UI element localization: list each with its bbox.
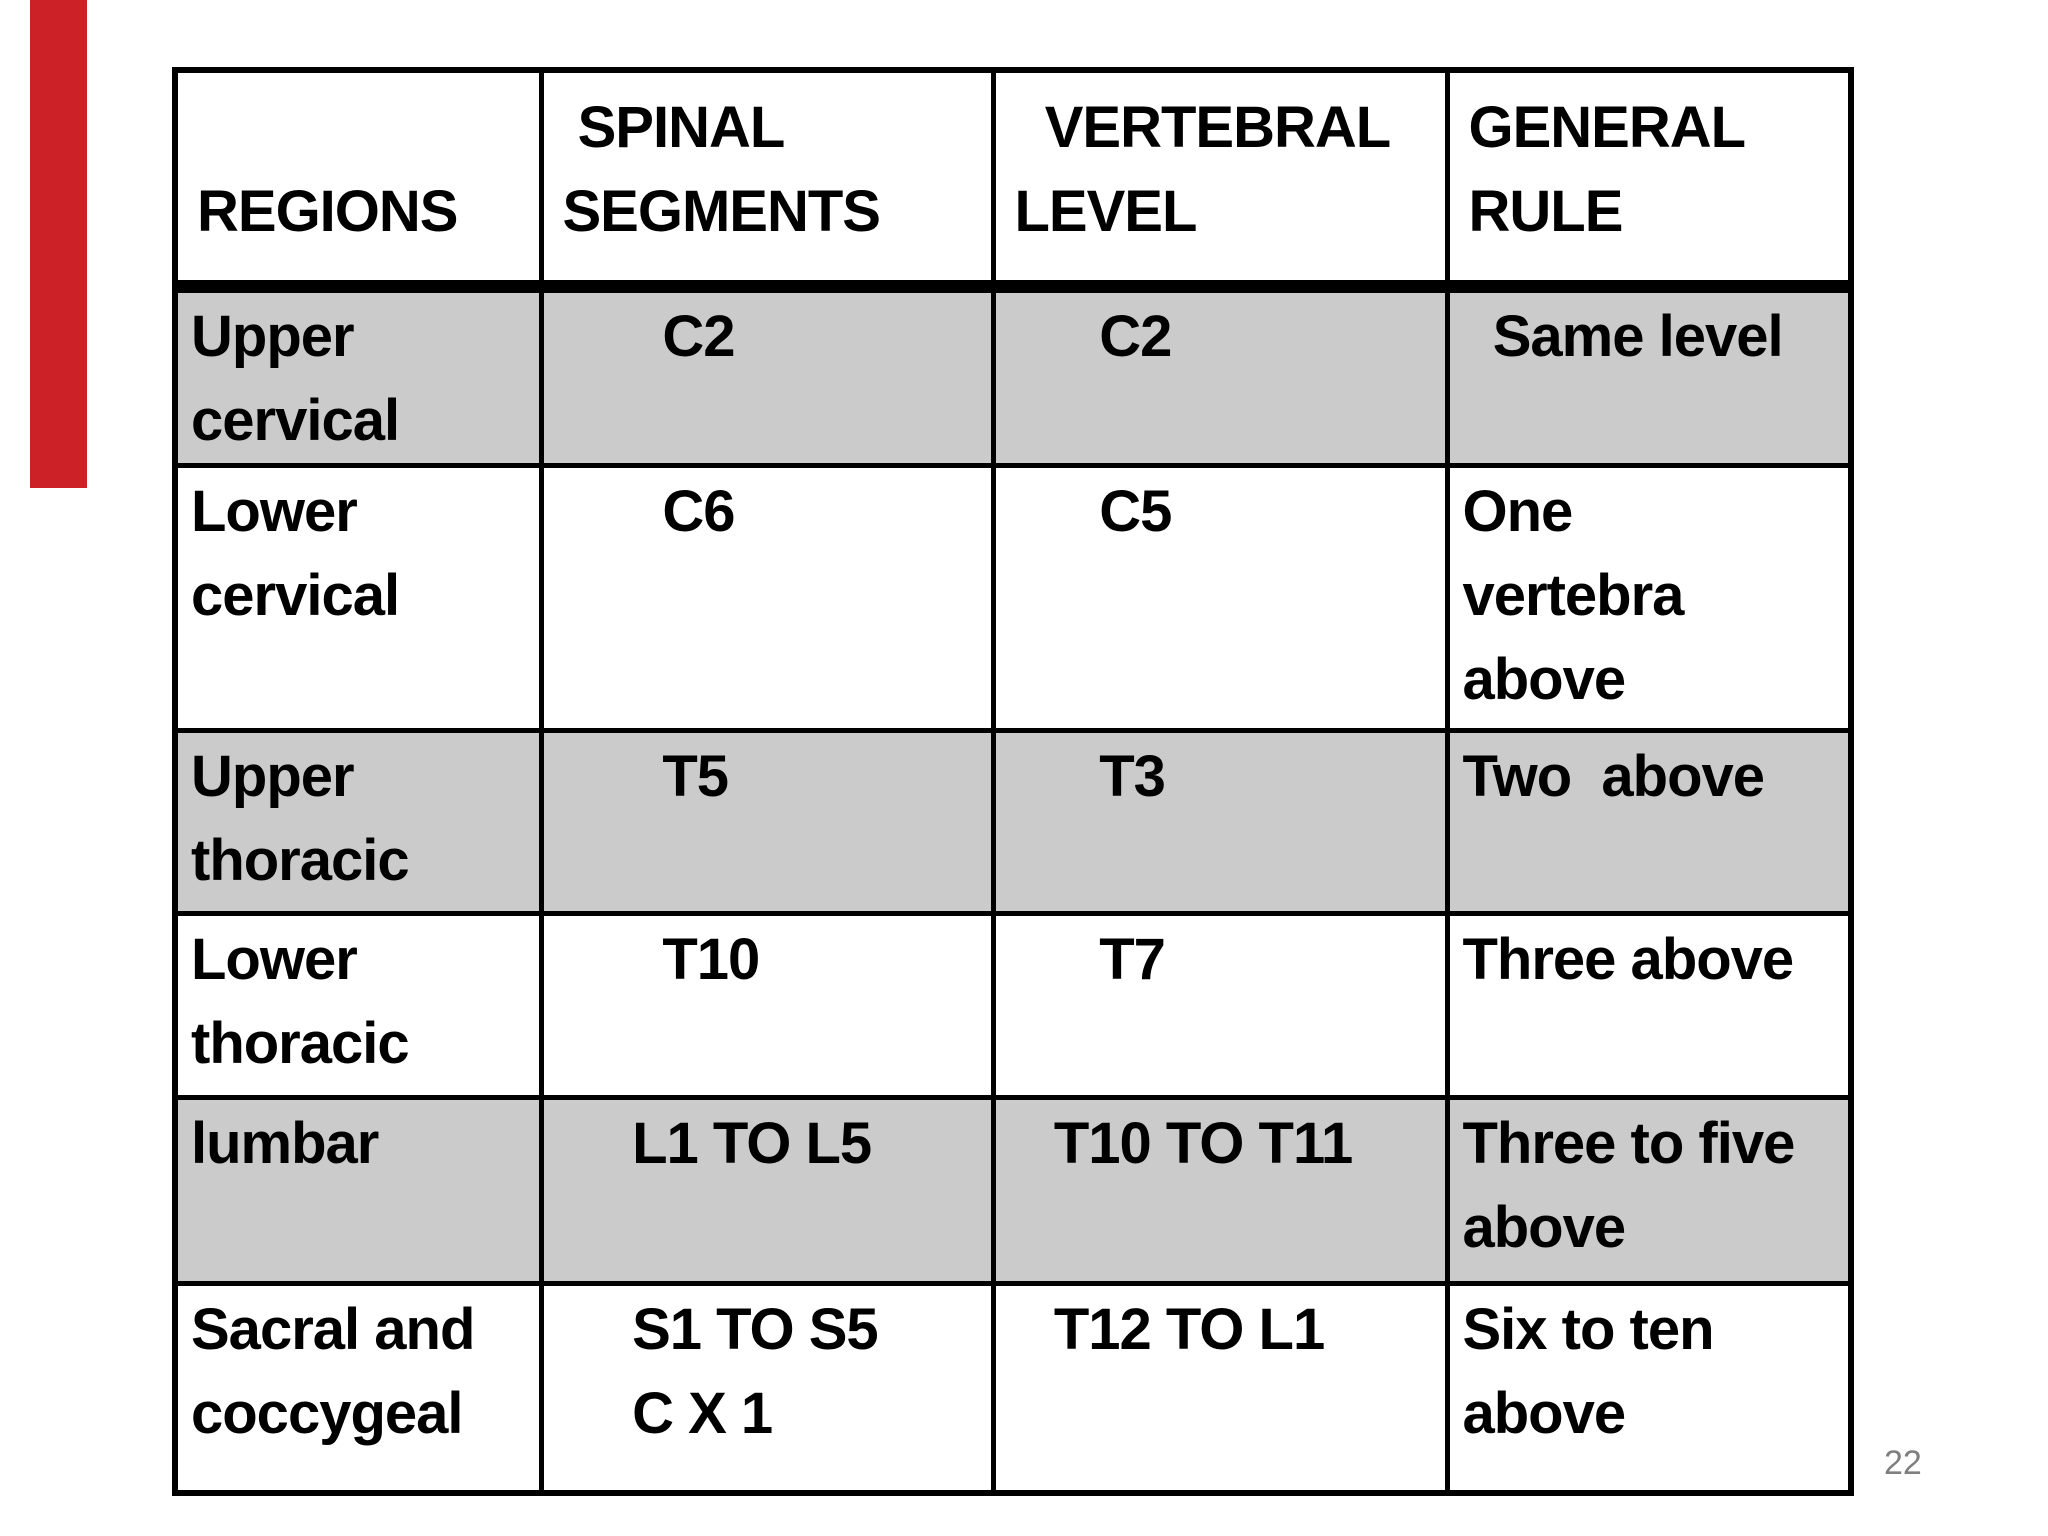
row-sacral-coccygeal: Sacral and coccygeal S1 TO S5 C X 1 T12 … [172, 1280, 1854, 1496]
row-upper-thoracic: Upper thoracic T5 T3 Two above [172, 727, 1854, 916]
cell-region: Lower thoracic [172, 910, 544, 1100]
cell-region: Upper thoracic [172, 727, 544, 916]
cell-segment: T10 [538, 910, 996, 1100]
header-vertebral-level: VERTEBRAL LEVEL [990, 67, 1450, 293]
cell-level: T7 [990, 910, 1450, 1100]
row-lower-thoracic: Lower thoracic T10 T7 Three above [172, 910, 1854, 1100]
cell-rule: Three above [1444, 910, 1854, 1100]
cell-level: T10 TO T11 [990, 1094, 1450, 1286]
cell-segment: S1 TO S5 C X 1 [538, 1280, 996, 1496]
cell-segment: L1 TO L5 [538, 1094, 996, 1286]
cell-segment: C2 [538, 283, 996, 468]
header-general-rule: GENERAL RULE [1444, 67, 1854, 293]
page-number: 22 [1884, 1444, 1922, 1482]
cell-region: Sacral and coccygeal [172, 1280, 544, 1496]
cell-rule: Three to five above [1444, 1094, 1854, 1286]
cell-rule: One vertebra above [1444, 462, 1854, 733]
cell-region: Lower cervical [172, 462, 544, 733]
cell-region: Upper cervical [172, 283, 544, 468]
cell-rule: Two above [1444, 727, 1854, 916]
cell-level: T3 [990, 727, 1450, 916]
cell-region: lumbar [172, 1094, 544, 1286]
header-spinal-segments: SPINAL SEGMENTS [538, 67, 996, 293]
cell-level: C5 [990, 462, 1450, 733]
cell-segment: T5 [538, 727, 996, 916]
header-regions: REGIONS [172, 67, 544, 293]
row-lower-cervical: Lower cervical C6 C5 One vertebra above [172, 462, 1854, 733]
cell-rule: Same level [1444, 283, 1854, 468]
row-lumbar: lumbar L1 TO L5 T10 TO T11 Three to five… [172, 1094, 1854, 1286]
cell-level: C2 [990, 283, 1450, 468]
table-header-row: REGIONS SPINAL SEGMENTS VERTEBRAL LEVEL … [172, 67, 1854, 293]
row-upper-cervical: Upper cervical C2 C2 Same level [172, 283, 1854, 468]
cell-rule: Six to ten above [1444, 1280, 1854, 1496]
cell-segment: C6 [538, 462, 996, 733]
red-accent-bar [30, 0, 87, 488]
spinal-segments-table: REGIONS SPINAL SEGMENTS VERTEBRAL LEVEL … [172, 67, 1854, 1496]
cell-level: T12 TO L1 [990, 1280, 1450, 1496]
